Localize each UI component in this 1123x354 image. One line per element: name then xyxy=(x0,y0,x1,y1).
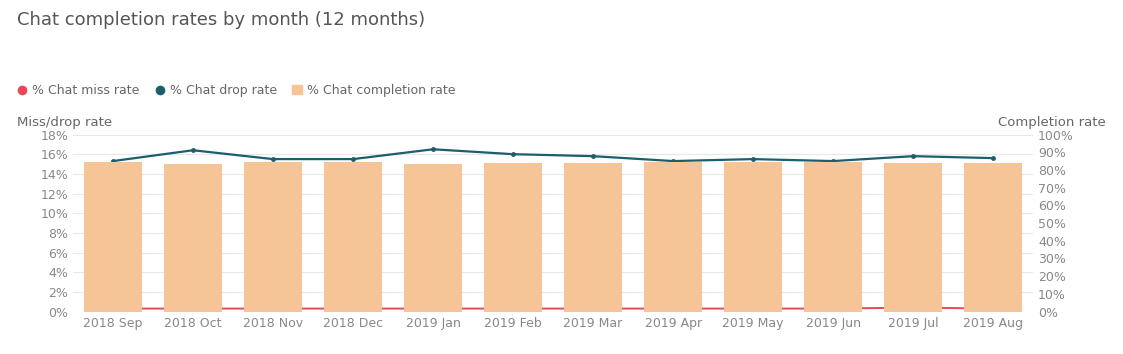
Bar xyxy=(724,162,782,312)
Bar xyxy=(164,164,222,312)
Text: Miss/drop rate: Miss/drop rate xyxy=(17,116,112,129)
Bar xyxy=(244,162,302,312)
Bar xyxy=(884,163,942,312)
Bar xyxy=(564,163,622,312)
Text: Completion rate: Completion rate xyxy=(998,116,1106,129)
Text: Chat completion rates by month (12 months): Chat completion rates by month (12 month… xyxy=(17,11,424,29)
Bar xyxy=(804,162,862,312)
Bar xyxy=(404,164,462,312)
Legend: % Chat miss rate, % Chat drop rate, % Chat completion rate: % Chat miss rate, % Chat drop rate, % Ch… xyxy=(18,84,456,97)
Bar xyxy=(965,163,1022,312)
Bar xyxy=(645,162,702,312)
Bar xyxy=(84,162,141,312)
Bar xyxy=(325,162,382,312)
Bar xyxy=(484,164,542,312)
